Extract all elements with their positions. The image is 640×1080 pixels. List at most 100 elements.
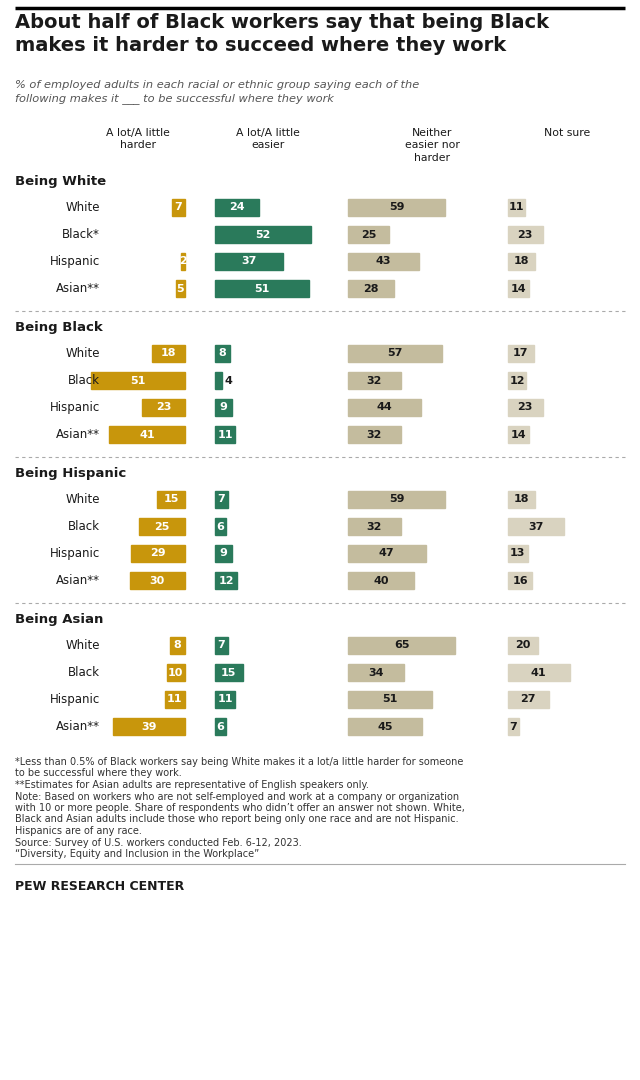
Text: 14: 14 bbox=[511, 283, 526, 294]
Text: Being Black: Being Black bbox=[15, 321, 103, 334]
Text: 51: 51 bbox=[255, 283, 270, 294]
Text: 18: 18 bbox=[514, 495, 529, 504]
Text: 7: 7 bbox=[175, 203, 182, 213]
Text: Black: Black bbox=[68, 666, 100, 679]
Bar bbox=[215, 399, 232, 416]
Bar bbox=[348, 572, 414, 589]
Text: 23: 23 bbox=[518, 403, 533, 413]
Bar bbox=[348, 345, 442, 362]
Bar bbox=[129, 572, 185, 589]
Text: 7: 7 bbox=[509, 721, 517, 731]
Bar bbox=[166, 664, 185, 681]
Bar bbox=[508, 372, 526, 389]
Text: 37: 37 bbox=[241, 256, 257, 267]
Text: with 10 or more people. Share of respondents who didn’t offer an answer not show: with 10 or more people. Share of respond… bbox=[15, 804, 465, 813]
Text: Hispanic: Hispanic bbox=[50, 546, 100, 561]
Text: 32: 32 bbox=[367, 376, 382, 386]
Text: Neither
easier nor
harder: Neither easier nor harder bbox=[404, 129, 460, 163]
Bar bbox=[508, 718, 518, 735]
Text: 8: 8 bbox=[173, 640, 182, 650]
Bar bbox=[348, 253, 419, 270]
Text: Black*: Black* bbox=[62, 228, 100, 241]
Text: 13: 13 bbox=[510, 549, 525, 558]
Text: 9: 9 bbox=[220, 549, 227, 558]
Bar bbox=[152, 345, 185, 362]
Text: 18: 18 bbox=[514, 256, 529, 267]
Text: 44: 44 bbox=[376, 403, 392, 413]
Text: Asian**: Asian** bbox=[56, 573, 100, 588]
Text: *Less than 0.5% of Black workers say being White makes it a lot/a little harder : *Less than 0.5% of Black workers say bei… bbox=[15, 757, 463, 767]
Bar bbox=[215, 545, 232, 562]
Text: 32: 32 bbox=[367, 522, 382, 531]
Text: Asian**: Asian** bbox=[56, 428, 100, 441]
Text: 12: 12 bbox=[218, 576, 234, 585]
Bar bbox=[215, 664, 243, 681]
Text: 11: 11 bbox=[218, 430, 233, 440]
Text: 2: 2 bbox=[179, 256, 187, 267]
Text: Asian**: Asian** bbox=[56, 720, 100, 733]
Text: 9: 9 bbox=[220, 403, 227, 413]
Bar bbox=[215, 253, 284, 270]
Text: 57: 57 bbox=[387, 349, 403, 359]
Bar bbox=[348, 518, 401, 535]
Text: 23: 23 bbox=[518, 230, 533, 240]
Bar bbox=[176, 280, 185, 297]
Bar bbox=[143, 399, 185, 416]
Bar bbox=[91, 372, 185, 389]
Text: 11: 11 bbox=[167, 694, 182, 704]
Text: 37: 37 bbox=[528, 522, 543, 531]
Text: 16: 16 bbox=[512, 576, 528, 585]
Bar bbox=[215, 372, 223, 389]
Text: 27: 27 bbox=[520, 694, 536, 704]
Text: 25: 25 bbox=[154, 522, 170, 531]
Bar bbox=[348, 545, 426, 562]
Text: About half of Black workers say that being Black
makes it harder to succeed wher: About half of Black workers say that bei… bbox=[15, 13, 549, 55]
Text: 28: 28 bbox=[364, 283, 379, 294]
Bar bbox=[508, 572, 532, 589]
Bar bbox=[215, 718, 226, 735]
Text: 24: 24 bbox=[229, 203, 245, 213]
Bar bbox=[508, 253, 535, 270]
Text: 6: 6 bbox=[216, 721, 225, 731]
Text: 47: 47 bbox=[379, 549, 395, 558]
Bar bbox=[508, 280, 529, 297]
Bar bbox=[508, 637, 538, 654]
Text: 17: 17 bbox=[513, 349, 529, 359]
Text: 14: 14 bbox=[511, 430, 526, 440]
Bar bbox=[215, 518, 226, 535]
Bar bbox=[170, 637, 185, 654]
Text: 40: 40 bbox=[373, 576, 388, 585]
Bar bbox=[348, 637, 455, 654]
Bar bbox=[215, 572, 237, 589]
Bar bbox=[181, 253, 185, 270]
Bar bbox=[172, 199, 185, 216]
Text: White: White bbox=[65, 201, 100, 214]
Bar bbox=[157, 491, 185, 508]
Text: to be successful where they work.: to be successful where they work. bbox=[15, 769, 182, 779]
Text: 43: 43 bbox=[376, 256, 391, 267]
Bar bbox=[215, 226, 311, 243]
Text: 20: 20 bbox=[515, 640, 531, 650]
Bar bbox=[215, 426, 236, 443]
Text: Note: Based on workers who are not self-employed and work at a company or organi: Note: Based on workers who are not self-… bbox=[15, 792, 459, 801]
Bar bbox=[508, 545, 527, 562]
Text: 11: 11 bbox=[218, 694, 233, 704]
Text: % of employed adults in each racial or ethnic group saying each of the
following: % of employed adults in each racial or e… bbox=[15, 80, 419, 104]
Text: 15: 15 bbox=[221, 667, 237, 677]
Text: Hispanic: Hispanic bbox=[50, 693, 100, 706]
Bar bbox=[348, 372, 401, 389]
Bar bbox=[348, 664, 404, 681]
Text: 51: 51 bbox=[130, 376, 145, 386]
Text: Not sure: Not sure bbox=[544, 129, 590, 138]
Text: 45: 45 bbox=[378, 721, 393, 731]
Text: 32: 32 bbox=[367, 430, 382, 440]
Bar bbox=[348, 426, 401, 443]
Text: 51: 51 bbox=[382, 694, 398, 704]
Text: Hispanic: Hispanic bbox=[50, 255, 100, 268]
Bar bbox=[348, 718, 422, 735]
Text: White: White bbox=[65, 347, 100, 360]
Bar bbox=[215, 491, 228, 508]
Text: 30: 30 bbox=[150, 576, 165, 585]
Bar bbox=[164, 691, 185, 708]
Text: “Diversity, Equity and Inclusion in the Workplace”: “Diversity, Equity and Inclusion in the … bbox=[15, 849, 259, 859]
